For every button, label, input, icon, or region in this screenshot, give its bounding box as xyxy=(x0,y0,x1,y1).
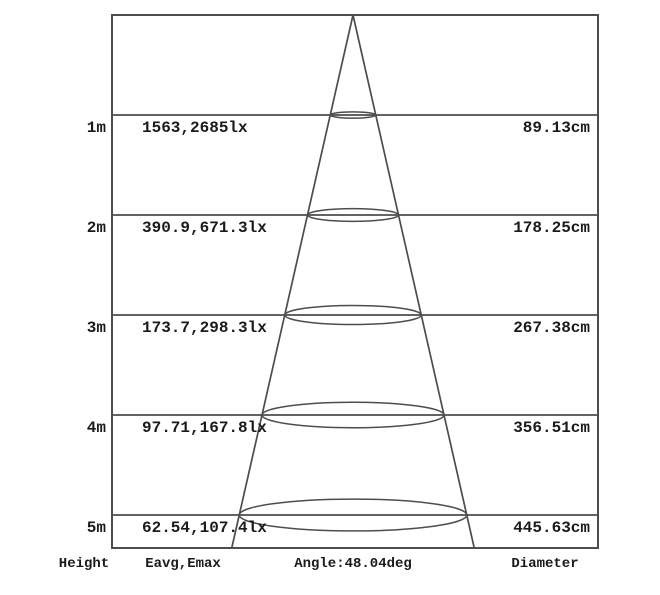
row-height-label: 4m xyxy=(86,419,106,437)
row-diameter-value: 445.63cm xyxy=(513,519,590,537)
cone-left-edge xyxy=(230,14,354,549)
footer-eavg-emax-label: Eavg,Emax xyxy=(145,556,221,572)
row-eavg-emax-value: 1563,2685lx xyxy=(142,119,248,137)
row-eavg-emax-value: 97.71,167.8lx xyxy=(142,419,267,437)
footer-diameter-label: Diameter xyxy=(511,556,579,572)
row-diameter-value: 267.38cm xyxy=(513,319,590,337)
row-diameter-value: 89.13cm xyxy=(522,119,590,137)
row-height-label: 1m xyxy=(86,119,106,137)
cone-right-edge xyxy=(352,14,476,549)
row-diameter-value: 356.51cm xyxy=(513,419,590,437)
footer-height-label: Height xyxy=(58,556,110,572)
row-diameter-value: 178.25cm xyxy=(513,219,590,237)
row-eavg-emax-value: 62.54,107.4lx xyxy=(142,519,267,537)
row-height-label: 3m xyxy=(86,319,106,337)
row-height-label: 2m xyxy=(86,219,106,237)
footer-beam-angle-label: Angle:48.04deg xyxy=(294,556,412,572)
diagram-frame xyxy=(111,14,599,549)
row-eavg-emax-value: 173.7,298.3lx xyxy=(142,319,267,337)
row-height-label: 5m xyxy=(86,519,106,537)
row-eavg-emax-value: 390.9,671.3lx xyxy=(142,219,267,237)
